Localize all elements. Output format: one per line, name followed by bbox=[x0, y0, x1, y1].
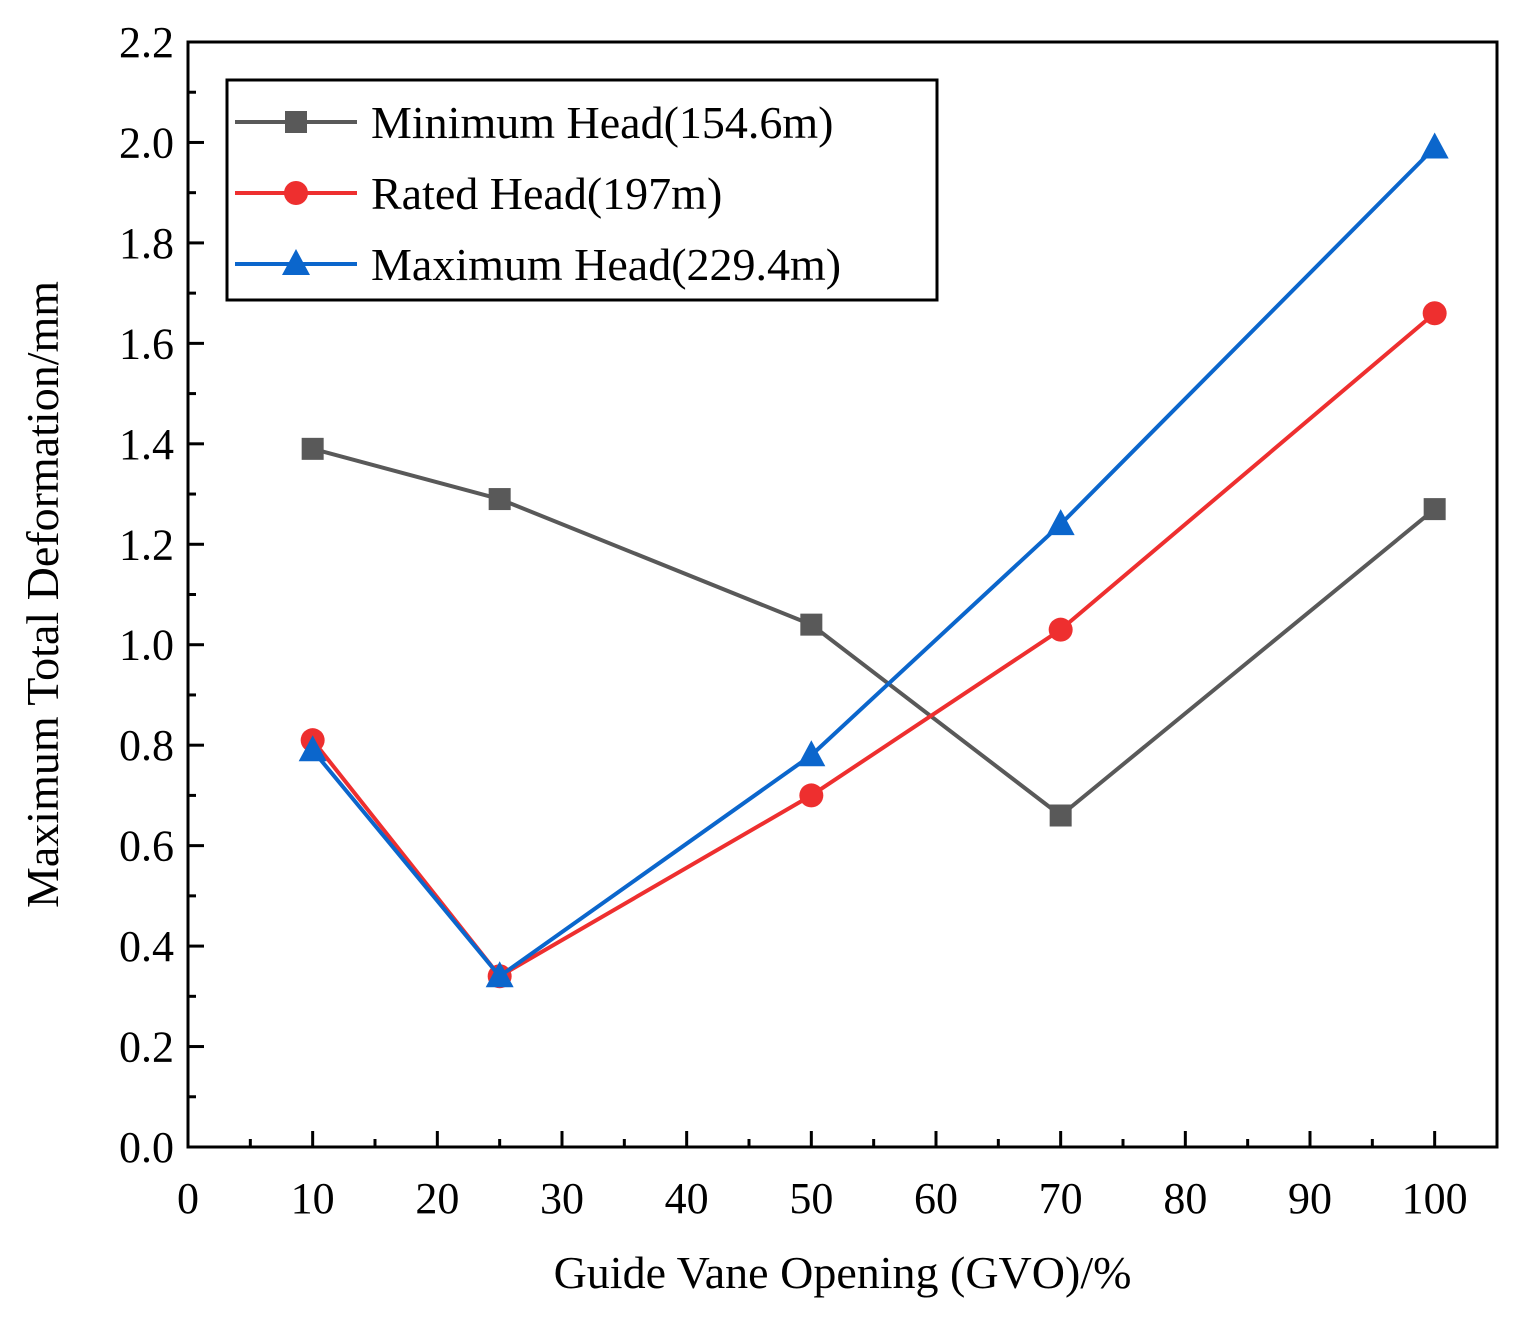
data-point bbox=[1049, 804, 1072, 827]
data-point bbox=[1048, 617, 1073, 642]
data-point bbox=[488, 488, 511, 511]
data-point bbox=[301, 437, 324, 460]
x-tick-label: 0 bbox=[177, 1174, 199, 1223]
data-point bbox=[800, 613, 823, 636]
data-point bbox=[1420, 132, 1449, 159]
y-tick-label: 2.0 bbox=[119, 118, 174, 167]
x-axis-title: Guide Vane Opening (GVO)/% bbox=[554, 1247, 1132, 1298]
legend-label: Maximum Head(229.4m) bbox=[371, 239, 841, 290]
x-tick-label: 50 bbox=[789, 1174, 833, 1223]
data-point bbox=[298, 735, 327, 762]
x-tick-label: 90 bbox=[1288, 1174, 1332, 1223]
legend-marker bbox=[282, 249, 310, 275]
y-tick-label: 0.4 bbox=[119, 922, 174, 971]
axes: 0 10 20 30 40 50 60 70 80 90 100 0.0 0.2 0.4 0.6 0.8 1.0… bbox=[119, 18, 1499, 1223]
legend-item: Minimum Head(154.6m) bbox=[235, 97, 834, 148]
legend-marker bbox=[285, 111, 307, 133]
y-tick-label: 1.4 bbox=[119, 420, 174, 469]
x-tick-label: 30 bbox=[540, 1174, 584, 1223]
x-tick-label: 80 bbox=[1163, 1174, 1207, 1223]
data-point bbox=[1423, 498, 1446, 521]
series-line bbox=[312, 446, 1436, 818]
y-tick-label: 1.8 bbox=[119, 219, 174, 268]
data-point bbox=[1046, 509, 1075, 536]
y-tick-label: 0.0 bbox=[119, 1123, 174, 1172]
x-tick-label: 70 bbox=[1039, 1174, 1083, 1223]
x-tick-label: 20 bbox=[415, 1174, 459, 1223]
legend-item: Rated Head(197m) bbox=[235, 168, 722, 219]
y-tick-label: 1.6 bbox=[119, 319, 174, 368]
x-tick-label: 100 bbox=[1402, 1174, 1468, 1223]
y-axis-title: Maximum Total Deformation/mm bbox=[17, 281, 68, 908]
legend-label: Minimum Head(154.6m) bbox=[371, 97, 834, 148]
data-point bbox=[485, 961, 514, 988]
x-tick-label: 40 bbox=[665, 1174, 709, 1223]
legend-marker bbox=[284, 181, 308, 205]
x-tick-label: 10 bbox=[291, 1174, 335, 1223]
y-tick-label: 1.0 bbox=[119, 621, 174, 670]
data-point bbox=[797, 740, 826, 767]
data-point bbox=[1422, 301, 1447, 326]
plot-area bbox=[298, 132, 1449, 989]
series-triangle bbox=[298, 132, 1449, 988]
legend-label: Rated Head(197m) bbox=[371, 168, 722, 219]
x-tick-label: 60 bbox=[914, 1174, 958, 1223]
data-point bbox=[799, 783, 824, 808]
y-tick-label: 2.2 bbox=[119, 18, 174, 67]
y-tick-label: 0.6 bbox=[119, 822, 174, 871]
y-tick-label: 0.8 bbox=[119, 721, 174, 770]
legend-item: Maximum Head(229.4m) bbox=[235, 239, 841, 290]
y-tick-label: 1.2 bbox=[119, 520, 174, 569]
legend: Minimum Head(154.6m) Rated Head(197m) Maxi… bbox=[225, 78, 939, 302]
y-tick-label: 0.2 bbox=[119, 1023, 174, 1072]
series-square bbox=[301, 437, 1446, 827]
series-circle bbox=[300, 301, 1447, 989]
